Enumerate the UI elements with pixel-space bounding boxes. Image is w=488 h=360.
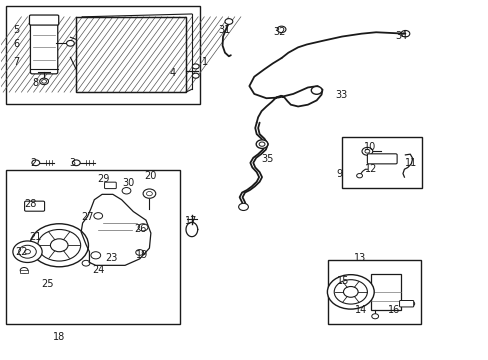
FancyBboxPatch shape (104, 182, 116, 189)
Text: 5: 5 (13, 25, 20, 35)
Text: 27: 27 (81, 212, 94, 221)
Text: 16: 16 (387, 305, 399, 315)
Circle shape (192, 64, 199, 69)
FancyBboxPatch shape (399, 301, 413, 307)
Circle shape (20, 267, 28, 273)
Text: 8: 8 (33, 78, 39, 88)
Text: 17: 17 (184, 216, 197, 226)
Circle shape (361, 147, 372, 155)
Text: 4: 4 (169, 68, 175, 78)
Text: 1: 1 (202, 57, 208, 67)
Bar (5, 170, 180, 324)
Text: 2: 2 (31, 158, 37, 168)
Text: 28: 28 (25, 199, 37, 210)
Text: 30: 30 (122, 178, 134, 188)
Circle shape (32, 160, 40, 166)
FancyBboxPatch shape (366, 154, 396, 164)
Text: 24: 24 (92, 265, 104, 275)
Circle shape (277, 26, 285, 33)
Circle shape (143, 189, 156, 198)
Text: 33: 33 (334, 90, 346, 100)
Circle shape (66, 40, 74, 46)
Circle shape (259, 142, 264, 146)
Circle shape (238, 203, 248, 211)
Text: 22: 22 (15, 247, 27, 257)
Circle shape (82, 260, 90, 266)
Circle shape (138, 224, 148, 231)
Bar (5, 6, 199, 104)
FancyBboxPatch shape (30, 21, 58, 74)
Text: 34: 34 (395, 31, 407, 41)
Text: 20: 20 (144, 171, 157, 181)
Bar (328, 260, 420, 324)
Text: 25: 25 (41, 279, 53, 289)
Circle shape (400, 31, 409, 37)
Bar (76, 17, 185, 92)
Circle shape (24, 249, 30, 254)
Text: 12: 12 (365, 164, 377, 174)
Circle shape (256, 140, 267, 148)
Text: 9: 9 (335, 168, 342, 179)
Circle shape (333, 280, 366, 304)
Circle shape (327, 275, 373, 309)
Circle shape (356, 174, 362, 178)
Text: 7: 7 (13, 57, 20, 67)
Bar (76, 17, 185, 92)
FancyBboxPatch shape (24, 201, 44, 211)
Bar (370, 274, 400, 310)
Bar (20, 270, 28, 273)
Circle shape (146, 192, 152, 196)
Text: 23: 23 (105, 253, 118, 263)
Text: 13: 13 (354, 253, 366, 263)
Circle shape (50, 239, 68, 252)
Text: 32: 32 (273, 27, 285, 37)
Circle shape (41, 80, 46, 83)
Circle shape (364, 149, 369, 153)
FancyBboxPatch shape (29, 15, 59, 25)
Text: 18: 18 (53, 332, 65, 342)
Circle shape (30, 224, 88, 267)
Bar (341, 137, 422, 188)
Circle shape (38, 229, 81, 261)
Text: 10: 10 (364, 142, 376, 152)
Circle shape (224, 19, 232, 24)
Circle shape (122, 188, 131, 194)
Text: 3: 3 (70, 158, 76, 168)
Text: 6: 6 (13, 40, 20, 49)
Circle shape (343, 287, 357, 297)
Text: 15: 15 (336, 276, 348, 286)
Circle shape (13, 241, 42, 262)
Circle shape (72, 160, 80, 166)
Circle shape (192, 73, 199, 78)
Circle shape (40, 78, 48, 85)
Circle shape (407, 301, 414, 306)
Text: 21: 21 (30, 232, 42, 242)
Text: 19: 19 (136, 250, 148, 260)
Circle shape (94, 213, 102, 219)
Circle shape (371, 314, 378, 319)
Circle shape (136, 249, 143, 255)
Text: 35: 35 (261, 154, 274, 164)
Text: 11: 11 (405, 158, 417, 168)
Circle shape (19, 245, 36, 258)
Circle shape (311, 86, 322, 94)
Circle shape (91, 252, 101, 259)
Text: 26: 26 (134, 225, 146, 234)
Text: 14: 14 (355, 305, 367, 315)
Text: 31: 31 (218, 25, 230, 35)
Text: 29: 29 (97, 174, 109, 184)
